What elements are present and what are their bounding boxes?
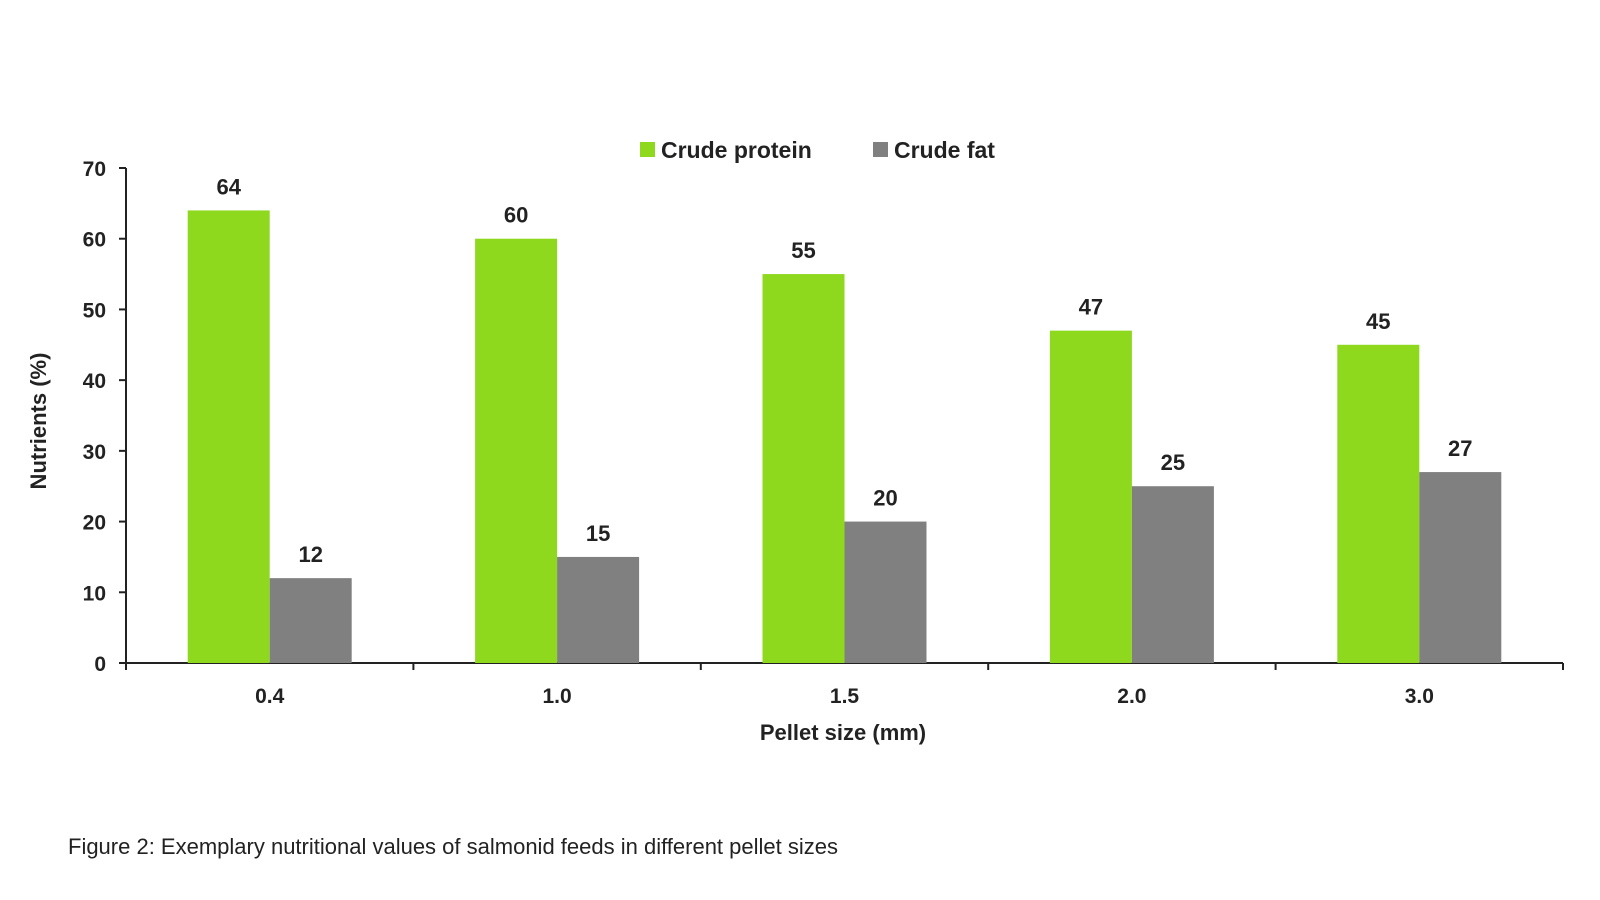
data-label: 12 xyxy=(298,542,322,567)
data-label: 25 xyxy=(1161,450,1185,475)
x-tick-label: 3.0 xyxy=(1405,685,1434,708)
chart-axes: 0 10 20 30 40 50 60 70 0.4 1.0 1.5 2.0 3.0 xyxy=(83,158,1564,708)
bar-crude-protein xyxy=(187,210,270,663)
data-label: 45 xyxy=(1366,309,1390,334)
chart-legend: Crude protein Crude fat xyxy=(640,137,995,163)
legend-swatch xyxy=(873,142,888,157)
y-tick-label: 20 xyxy=(83,512,106,535)
bar-crude-protein xyxy=(762,274,845,663)
y-tick-label: 50 xyxy=(83,299,106,322)
y-tick-label: 60 xyxy=(83,229,106,252)
x-tick-label: 2.0 xyxy=(1117,685,1146,708)
y-tick-label: 10 xyxy=(83,582,106,605)
bar-crude-protein xyxy=(475,238,558,663)
data-label: 27 xyxy=(1448,436,1472,461)
y-tick-label: 40 xyxy=(83,370,106,393)
bar-crude-protein xyxy=(1337,344,1420,663)
data-label: 20 xyxy=(873,486,897,511)
bar-crude-fat xyxy=(557,556,640,663)
legend-label: Crude fat xyxy=(894,137,995,163)
data-label: 47 xyxy=(1079,295,1103,320)
bar-crude-fat xyxy=(1131,486,1214,663)
figure-caption: Figure 2: Exemplary nutritional values o… xyxy=(68,834,838,859)
y-tick-label: 0 xyxy=(94,653,106,676)
x-axis-title: Pellet size (mm) xyxy=(760,720,926,745)
bar-crude-fat xyxy=(844,521,927,663)
chart-data-labels: 64 12 60 15 55 20 47 25 45 27 xyxy=(216,174,1472,567)
data-label: 64 xyxy=(216,174,241,199)
x-tick-label: 1.0 xyxy=(542,685,571,708)
legend-swatch xyxy=(640,142,655,157)
x-tick-label: 1.5 xyxy=(830,685,860,708)
bar-chart: Crude protein Crude fat 0 10 20 30 40 50 60 70 0.… xyxy=(26,137,1564,745)
y-axis-title: Nutrients (%) xyxy=(26,353,51,490)
legend-label: Crude protein xyxy=(661,137,812,163)
data-label: 55 xyxy=(791,238,815,263)
bar-crude-fat xyxy=(1419,472,1502,663)
chart-bars xyxy=(187,210,1502,663)
bar-crude-protein xyxy=(1049,330,1132,663)
y-tick-label: 30 xyxy=(83,441,106,464)
data-label: 60 xyxy=(504,203,528,228)
bar-crude-fat xyxy=(269,578,352,663)
x-tick-label: 0.4 xyxy=(255,685,285,708)
data-label: 15 xyxy=(586,521,610,546)
y-tick-label: 70 xyxy=(83,158,106,181)
